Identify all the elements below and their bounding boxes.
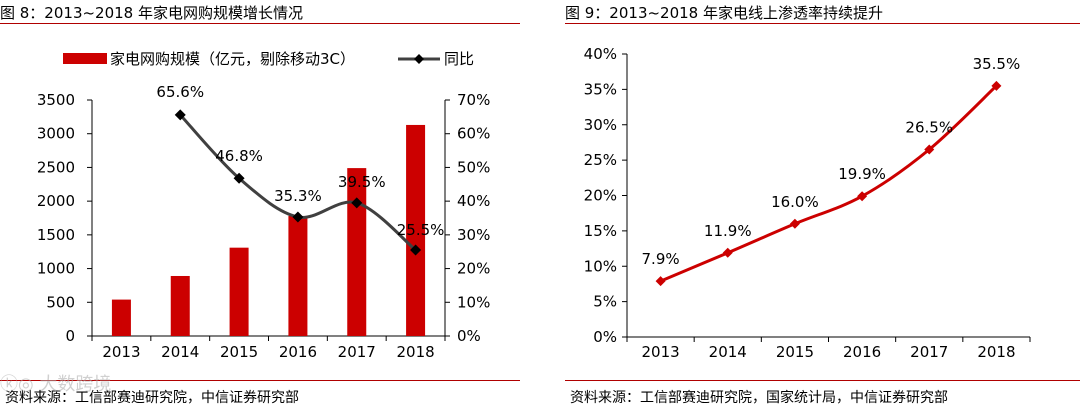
right-y-tick-label: 70% (457, 91, 490, 109)
right-y-tick-label: 30% (457, 226, 490, 244)
y-tick-label: 20% (584, 187, 617, 205)
bar (170, 275, 190, 336)
yoy-data-label: 65.6% (156, 83, 204, 101)
y-tick-label: 40% (584, 45, 617, 63)
penetration-point (924, 144, 935, 155)
x-tick-label: 2017 (910, 343, 948, 361)
x-tick-label: 2016 (843, 343, 881, 361)
bar (347, 168, 367, 336)
yoy-data-label: 46.8% (215, 147, 263, 165)
left-source-note: 资料来源：工信部赛迪研究院，中信证券研究部 (5, 390, 299, 406)
left-y-tick-label: 500 (46, 293, 75, 311)
left-title-rule (0, 23, 520, 24)
penetration-point (722, 247, 733, 258)
y-tick-label: 35% (584, 80, 617, 98)
yoy-point (292, 211, 304, 223)
bar (229, 247, 249, 336)
penetration-point (991, 80, 1002, 91)
bar (288, 215, 308, 336)
y-tick-label: 15% (584, 222, 617, 240)
x-tick-label: 2018 (396, 343, 434, 361)
left-y-tick-label: 2500 (37, 158, 75, 176)
left-figure: 图 8：2013~2018 年家电网购规模增长情况 0 500 1000 1500 20… (0, 0, 520, 410)
y-tick-label: 25% (584, 151, 617, 169)
yoy-data-label: 39.5% (338, 173, 386, 191)
right-chart: 0% 5% 10% 15% 20% 25% 30% 35% 40% 2013 2014 2015 201… (584, 45, 1031, 361)
penetration-data-label: 11.9% (704, 222, 752, 240)
right-source-note: 资料来源：工信部赛迪研究院，国家统计局，中信证券研究部 (570, 390, 948, 406)
right-title-rule (565, 23, 1080, 24)
right-y-tick-label: 50% (457, 158, 490, 176)
penetration-data-label: 26.5% (905, 119, 953, 137)
penetration-point (655, 276, 666, 287)
penetration-data-label: 19.9% (838, 165, 886, 183)
right-figure: 图 9：2013~2018 年家电线上渗透率持续提升 0% 5% 10% 15% 20%… (565, 0, 1080, 410)
bar (111, 299, 131, 336)
bar (406, 124, 426, 336)
y-tick-label: 0% (593, 328, 617, 346)
legend-bar-label: 家电网购规模（亿元，剔除移动3C） (110, 50, 355, 68)
penetration-data-label: 16.0% (771, 193, 819, 211)
x-tick-label: 2018 (977, 343, 1015, 361)
left-y-tick-label: 1000 (37, 260, 75, 278)
left-y-tick-label: 3500 (37, 91, 75, 109)
right-y-tick-label: 60% (457, 125, 490, 143)
x-tick-label: 2013 (102, 343, 140, 361)
penetration-data-label: 7.9% (642, 250, 680, 268)
left-figure-title: 图 8：2013~2018 年家电网购规模增长情况 (0, 4, 303, 22)
yoy-point (174, 109, 186, 121)
x-tick-label: 2014 (161, 343, 199, 361)
yoy-point (410, 244, 422, 256)
left-y-tick-label: 2000 (37, 192, 75, 210)
left-y-tick-label: 0 (65, 327, 75, 345)
yoy-point (351, 197, 363, 209)
right-y-tick-label: 40% (457, 192, 490, 210)
penetration-point (789, 218, 800, 229)
legend-line-label: 同比 (444, 50, 474, 68)
y-tick-label: 10% (584, 257, 617, 275)
x-tick-label: 2013 (641, 343, 679, 361)
legend-bar-swatch (63, 53, 107, 64)
yoy-data-label: 25.5% (397, 221, 445, 239)
right-y-tick-label: 20% (457, 260, 490, 278)
y-tick-label: 30% (584, 116, 617, 134)
legend-line-marker (414, 54, 424, 64)
watermark-logo: ⓚ◎ 大数跨境 (0, 374, 112, 395)
left-source-rule (0, 380, 520, 381)
right-y-tick-label: 0% (457, 327, 481, 345)
penetration-point (857, 191, 868, 202)
x-tick-label: 2015 (776, 343, 814, 361)
left-y-tick-label: 3000 (37, 125, 75, 143)
right-figure-title: 图 9：2013~2018 年家电线上渗透率持续提升 (565, 4, 883, 22)
x-tick-label: 2015 (220, 343, 258, 361)
left-chart: 0 500 1000 1500 2000 2500 3000 3500 0% 10% 20% 30% 4… (37, 50, 491, 361)
yoy-data-label: 35.3% (274, 187, 322, 205)
yoy-point (233, 172, 245, 184)
left-y-tick-label: 1500 (37, 226, 75, 244)
x-tick-label: 2017 (338, 343, 376, 361)
penetration-line (660, 84, 998, 283)
right-source-rule (565, 380, 1080, 381)
x-tick-label: 2014 (709, 343, 747, 361)
right-y-tick-label: 10% (457, 293, 490, 311)
x-tick-label: 2016 (279, 343, 317, 361)
y-tick-label: 5% (593, 293, 617, 311)
penetration-data-label: 35.5% (973, 55, 1021, 73)
